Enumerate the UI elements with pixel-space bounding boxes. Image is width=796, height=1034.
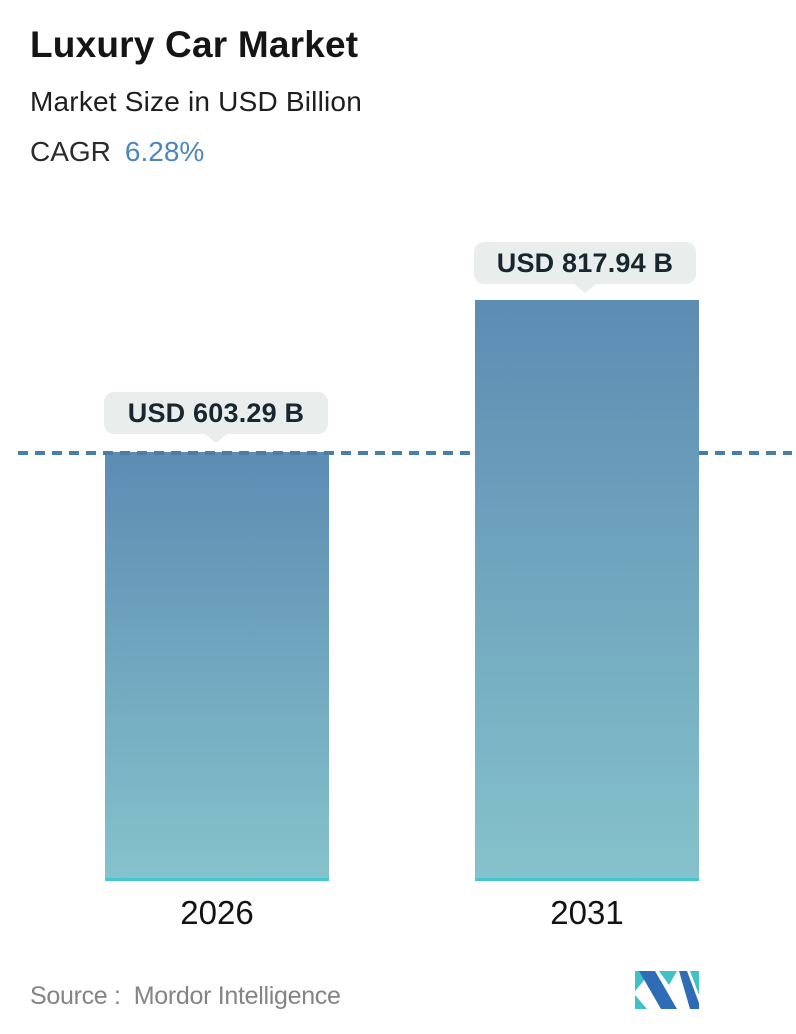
cagr-value: 6.28% (124, 136, 205, 167)
tooltip-pointer (204, 433, 228, 443)
x-axis-label-2031: 2031 (550, 894, 624, 931)
tooltip-pointer (573, 283, 597, 293)
bar-2026[interactable] (105, 452, 329, 881)
x-axis-label-2026: 2026 (180, 894, 254, 931)
source-value: Mordor Intelligence (133, 982, 341, 1010)
cagr-row: CAGR 6.28% (30, 136, 204, 168)
bar-2031[interactable] (475, 300, 699, 881)
value-tooltip-2026: USD 603.29 B (104, 392, 328, 443)
page-title: Luxury Car Market (30, 24, 359, 65)
reference-dashed-line (18, 451, 792, 455)
value-label-2031: USD 817.94 B (496, 247, 674, 278)
source-attribution: Source : Mordor Intelligence (30, 982, 341, 1011)
mordor-intelligence-logo-icon (635, 971, 699, 1009)
cagr-label: CAGR (30, 136, 111, 167)
chart-subtitle: Market Size in USD Billion (30, 86, 362, 117)
source-label: Source : (30, 982, 121, 1010)
value-label-2026: USD 603.29 B (127, 397, 305, 428)
value-tooltip-2031: USD 817.94 B (474, 242, 696, 293)
